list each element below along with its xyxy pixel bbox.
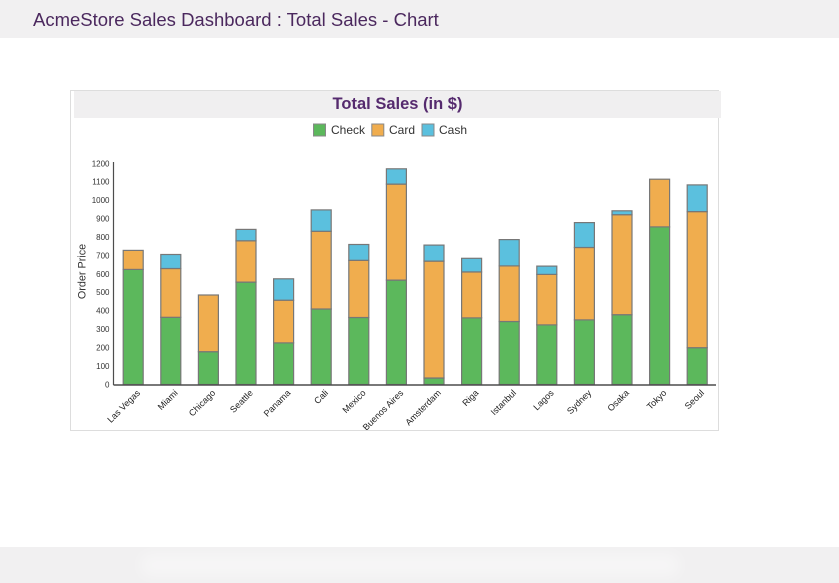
svg-text:Cash: Cash [439, 123, 467, 137]
svg-text:Mexico: Mexico [340, 388, 367, 415]
svg-text:Check: Check [331, 123, 366, 137]
svg-text:800: 800 [96, 233, 110, 242]
svg-text:Buenos Aires: Buenos Aires [361, 387, 406, 430]
svg-text:1000: 1000 [92, 196, 110, 205]
svg-text:500: 500 [96, 288, 110, 297]
svg-text:Lagos: Lagos [531, 387, 556, 412]
svg-text:Osaka: Osaka [605, 388, 630, 413]
svg-text:Istanbul: Istanbul [489, 388, 518, 417]
svg-text:Chicago: Chicago [187, 388, 217, 418]
svg-text:Amsterdam: Amsterdam [403, 388, 443, 428]
svg-text:Panama: Panama [262, 388, 293, 419]
svg-text:300: 300 [96, 325, 110, 334]
svg-text:Sydney: Sydney [565, 387, 594, 416]
svg-text:200: 200 [96, 344, 110, 353]
svg-text:100: 100 [96, 362, 110, 371]
svg-text:900: 900 [96, 215, 110, 224]
svg-text:Seoul: Seoul [683, 388, 706, 411]
svg-text:Riga: Riga [460, 388, 480, 408]
svg-text:Order Price: Order Price [77, 244, 89, 299]
svg-text:600: 600 [96, 270, 110, 279]
svg-text:Seattle: Seattle [228, 388, 255, 415]
svg-text:Card: Card [389, 123, 415, 137]
svg-text:Las Vegas: Las Vegas [105, 387, 142, 424]
svg-text:0: 0 [105, 380, 110, 389]
svg-text:400: 400 [96, 307, 110, 316]
svg-text:1200: 1200 [92, 159, 110, 168]
svg-text:Cali: Cali [312, 388, 330, 406]
svg-text:1100: 1100 [92, 178, 110, 187]
svg-text:Tokyo: Tokyo [645, 388, 669, 412]
svg-text:Miami: Miami [156, 388, 180, 412]
svg-text:700: 700 [96, 251, 110, 260]
